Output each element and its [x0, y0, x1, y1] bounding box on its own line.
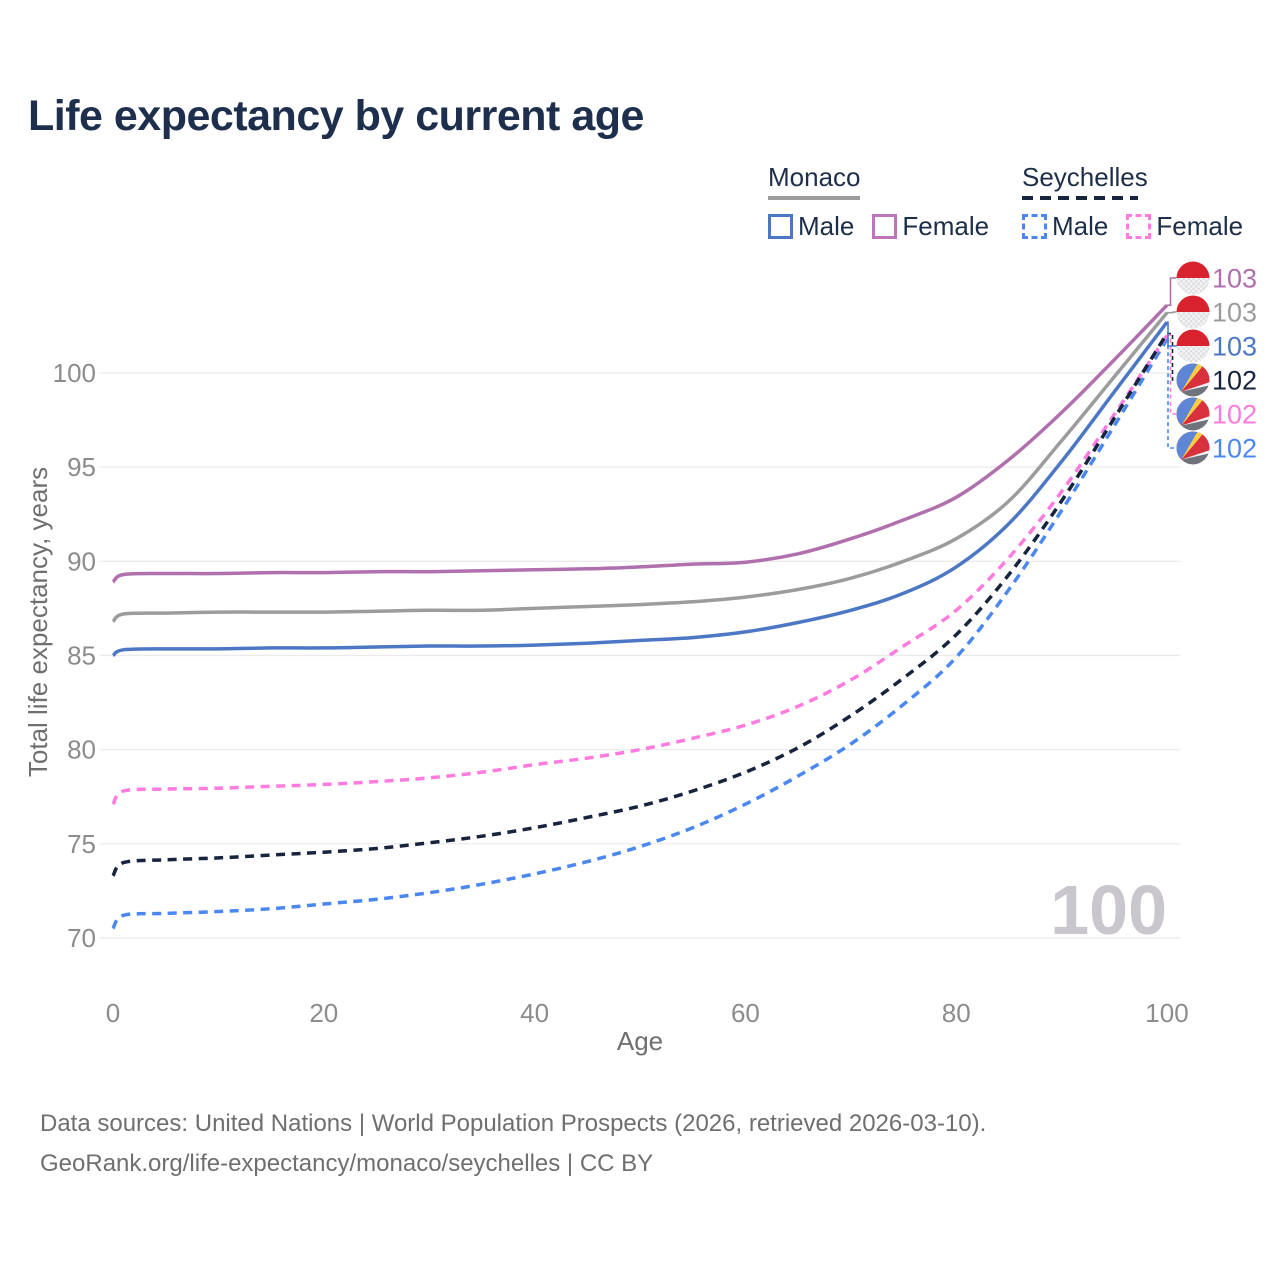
y-tick-label-100: 100 — [53, 358, 96, 388]
legend-items-monaco: Male Female — [768, 211, 1007, 242]
monaco-flag-icon — [1176, 329, 1210, 363]
attribution-text: GeoRank.org/life-expectancy/monaco/seych… — [40, 1150, 654, 1177]
y-tick-label-90: 90 — [67, 546, 96, 576]
series-line-seychelles-both-sexes[interactable] — [111, 332, 1169, 877]
x-tick-label-0: 0 — [106, 998, 120, 1028]
series-line-monaco-male[interactable] — [111, 321, 1169, 658]
end-label-monaco-male: 103 — [1212, 332, 1257, 362]
x-tick-label-100: 100 — [1145, 998, 1188, 1028]
leader-line-monaco-female — [1167, 277, 1177, 307]
monaco-flag-icon — [1176, 295, 1210, 329]
legend-item-label: Male — [1052, 211, 1109, 241]
seychelles-male-swatch-icon — [1022, 214, 1047, 239]
legend-country-seychelles[interactable]: Seychelles — [1022, 162, 1148, 192]
x-axis-title: Age — [617, 1026, 663, 1056]
end-label-seychelles-female: 102 — [1212, 400, 1257, 430]
x-tick-label-60: 60 — [731, 998, 760, 1028]
y-tick-label-70: 70 — [67, 923, 96, 953]
series-line-monaco-both-sexes[interactable] — [111, 311, 1169, 624]
legend-item-monaco-male[interactable]: Male — [768, 211, 854, 242]
y-axis-title: Total life expectancy, years — [23, 467, 53, 777]
legend-item-seychelles-female[interactable]: Female — [1126, 211, 1243, 242]
seychelles-flag-icon — [1176, 431, 1210, 465]
end-label-monaco-female: 103 — [1212, 264, 1257, 294]
footer: Data sources: United Nations | World Pop… — [40, 1104, 986, 1184]
end-label-seychelles-male: 102 — [1212, 434, 1257, 464]
seychelles-flag-icon — [1176, 363, 1210, 397]
monaco-line-style-sample — [768, 196, 860, 200]
monaco-male-swatch-icon — [768, 214, 793, 239]
end-label-seychelles-both-sexes: 102 — [1212, 366, 1257, 396]
legend-item-monaco-female[interactable]: Female — [872, 211, 989, 242]
y-tick-label-75: 75 — [67, 829, 96, 859]
leader-line-monaco-male — [1167, 321, 1177, 347]
seychelles-flag-icon — [1176, 397, 1210, 431]
seychelles-line-style-sample — [1022, 196, 1138, 200]
leader-line-seychelles-both-sexes — [1167, 332, 1177, 381]
y-tick-label-80: 80 — [67, 735, 96, 765]
y-tick-label-95: 95 — [67, 452, 96, 482]
x-tick-label-80: 80 — [942, 998, 971, 1028]
legend-item-seychelles-male[interactable]: Male — [1022, 211, 1108, 242]
seychelles-female-swatch-icon — [1126, 214, 1152, 239]
x-tick-label-20: 20 — [309, 998, 338, 1028]
monaco-flag-icon — [1176, 261, 1210, 295]
page-title: Life expectancy by current age — [28, 92, 644, 140]
monaco-female-swatch-icon — [872, 214, 898, 239]
leader-line-seychelles-male — [1167, 338, 1177, 449]
y-tick-label-85: 85 — [67, 640, 96, 670]
data-sources-text: Data sources: United Nations | World Pop… — [40, 1110, 987, 1137]
legend-item-label: Male — [798, 211, 855, 241]
series-line-seychelles-female[interactable] — [111, 334, 1169, 806]
x-tick-label-40: 40 — [520, 998, 549, 1028]
legend-item-label: Female — [902, 211, 990, 241]
end-label-monaco-both-sexes: 103 — [1212, 298, 1257, 328]
series-line-monaco-female[interactable] — [111, 303, 1169, 584]
leader-line-monaco-both-sexes — [1167, 311, 1177, 314]
legend-country-monaco[interactable]: Monaco — [768, 162, 861, 192]
legend-group-monaco: Monaco Male Female — [768, 162, 1007, 242]
legend-items-seychelles: Male Female — [1022, 211, 1261, 242]
legend-item-label: Female — [1156, 211, 1244, 241]
legend-group-seychelles: Seychelles Male Female — [1022, 162, 1261, 242]
age-watermark: 100 — [1050, 871, 1167, 949]
series-line-seychelles-male[interactable] — [111, 338, 1169, 930]
